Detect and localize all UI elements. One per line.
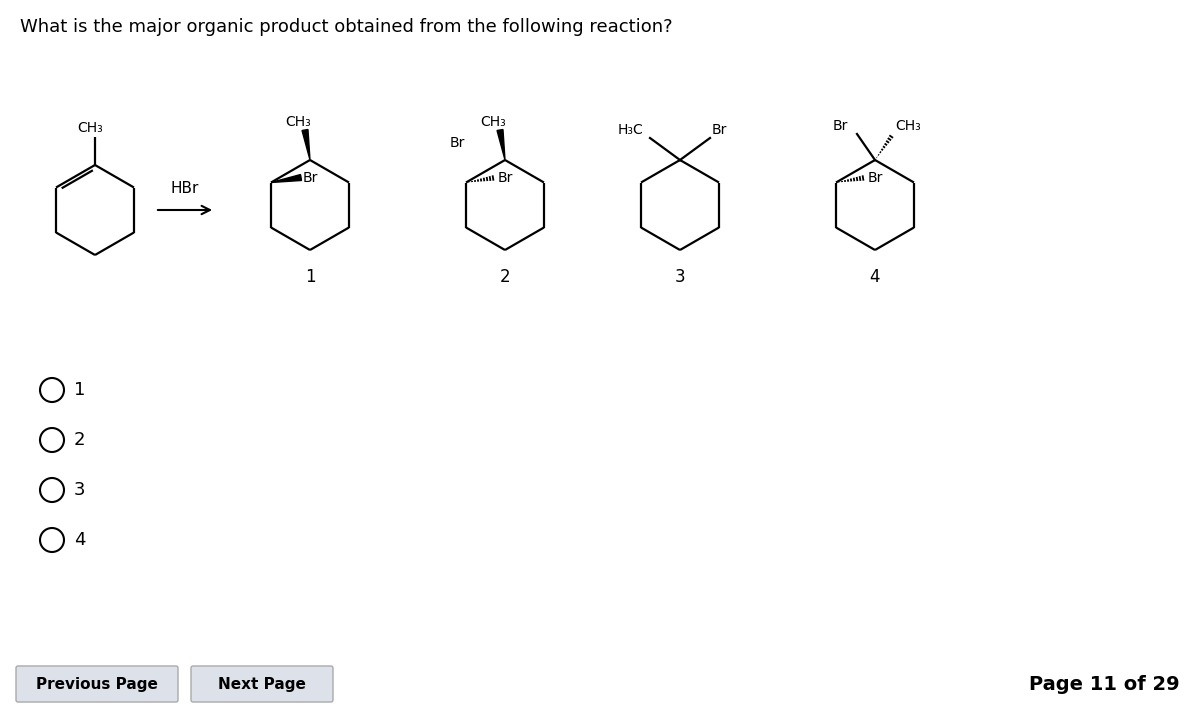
Text: CH₃: CH₃	[895, 119, 920, 133]
Text: Previous Page: Previous Page	[36, 677, 158, 692]
Text: Br: Br	[868, 170, 883, 185]
Text: 1: 1	[305, 268, 316, 286]
Text: Br: Br	[450, 136, 466, 150]
Text: 2: 2	[74, 431, 85, 449]
Text: CH₃: CH₃	[77, 121, 103, 135]
Polygon shape	[302, 130, 310, 160]
Text: HBr: HBr	[170, 181, 199, 196]
Polygon shape	[497, 130, 505, 160]
Text: Br: Br	[304, 170, 318, 185]
Text: 3: 3	[674, 268, 685, 286]
Text: Br: Br	[712, 123, 727, 137]
FancyBboxPatch shape	[191, 666, 334, 702]
Text: 4: 4	[74, 531, 85, 549]
Text: What is the major organic product obtained from the following reaction?: What is the major organic product obtain…	[20, 18, 673, 36]
Polygon shape	[271, 175, 301, 183]
Text: Br: Br	[498, 170, 514, 185]
Text: CH₃: CH₃	[480, 115, 505, 129]
Text: 3: 3	[74, 481, 85, 499]
FancyBboxPatch shape	[16, 666, 178, 702]
Text: Page 11 of 29: Page 11 of 29	[1030, 674, 1180, 694]
Text: Next Page: Next Page	[218, 677, 306, 692]
Text: Br: Br	[833, 119, 848, 133]
Text: 2: 2	[499, 268, 510, 286]
Text: H₃C: H₃C	[618, 123, 643, 137]
Text: 4: 4	[870, 268, 881, 286]
Text: CH₃: CH₃	[286, 115, 311, 129]
Text: 1: 1	[74, 381, 85, 399]
